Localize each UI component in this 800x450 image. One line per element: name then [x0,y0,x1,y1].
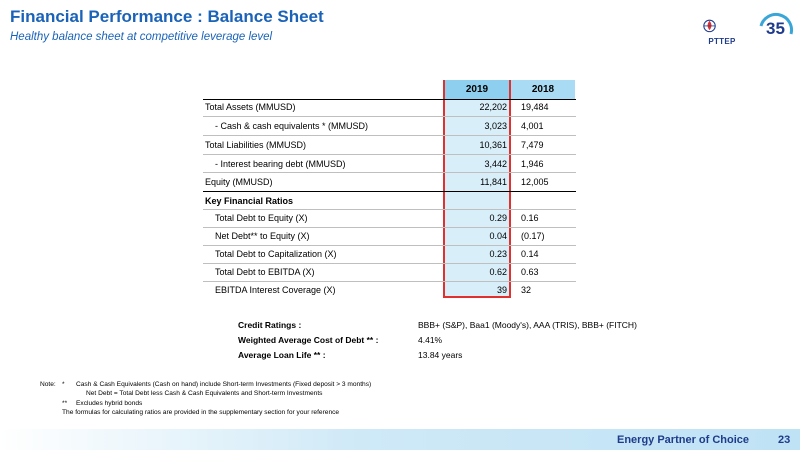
row-value-2019: 0.29 [489,213,507,223]
loan-life-label: Average Loan Life ** : [238,350,326,360]
table-row: Total Debt to EBITDA (X) 0.62 0.63 [203,263,576,281]
table-row: Equity (MMUSD) 11,841 12,005 [203,173,576,191]
row-value-2018: 32 [521,285,532,295]
footnote-text: Cash & Cash Equivalents (Cash on hand) i… [76,381,372,388]
row-label: Total Debt to Capitalization (X) [215,249,337,259]
row-divider [203,281,576,282]
svg-text:35: 35 [766,19,785,38]
table-row: - Cash & cash equivalents * (MMUSD) 3,02… [203,117,576,135]
row-label: EBITDA Interest Coverage (X) [215,285,336,295]
row-value-2019: 0.62 [489,267,507,277]
footnote-text: Net Debt = Total Debt less Cash & Cash E… [86,390,323,398]
row-divider [203,172,576,173]
loan-life-value: 13.84 years [418,350,463,360]
row-divider [203,154,576,155]
row-value-2019: 10,361 [479,140,507,150]
table-top-rule [203,99,576,100]
table-row: Total Assets (MMUSD) 22,202 19,484 [203,98,576,116]
ratios-heading: Key Financial Ratios [205,196,294,206]
anniversary-35-icon: 35 [759,13,794,38]
row-value-2018: 12,005 [521,177,549,187]
pttep-logo-icon [703,19,716,33]
table-row: Total Debt to Capitalization (X) 0.23 0.… [203,245,576,263]
footnote-text: Excludes hybrid bonds [76,399,143,407]
column-header-2018: 2018 [511,80,575,99]
row-value-2019: 3,023 [484,121,507,131]
row-value-2018: 0.14 [521,249,539,259]
row-value-2019: 0.04 [489,231,507,241]
row-divider [203,227,576,228]
row-label: Total Assets (MMUSD) [205,102,296,112]
page-number: 23 [778,434,791,446]
row-value-2019: 22,202 [479,102,507,112]
row-value-2018: 0.63 [521,267,539,277]
row-divider [203,245,576,246]
footer-bar [0,429,800,450]
ratios-heading-row: Key Financial Ratios [203,192,576,210]
row-value-2018: 19,484 [521,102,549,112]
row-value-2018: 7,479 [521,140,544,150]
footer-tagline: Energy Partner of Choice [617,434,750,446]
row-label: Equity (MMUSD) [205,177,273,187]
row-label: Total Liabilities (MMUSD) [205,140,307,150]
row-value-2019: 11,841 [480,177,507,187]
row-label: - Interest bearing debt (MMUSD) [215,159,346,169]
footnote-mark: ** [62,399,68,407]
row-value-2019: 39 [496,285,507,295]
footnote-mark: * [62,381,65,388]
logo-text: PTTEP [708,37,736,46]
footnote-text: The formulas for calculating ratios are … [62,409,340,417]
row-value-2019: 3,442 [484,159,507,169]
row-value-2018: 1,946 [521,159,544,169]
table-row: - Interest bearing debt (MMUSD) 3,442 1,… [203,155,576,173]
row-label: Total Debt to EBITDA (X) [215,267,315,277]
table-row: Total Debt to Equity (X) 0.29 0.16 [203,209,576,227]
row-label: Net Debt** to Equity (X) [215,231,310,241]
cost-of-debt-value: 4.41% [418,335,443,345]
table-row: Total Liabilities (MMUSD) 10,361 7,479 [203,136,576,154]
row-value-2018: (0.17) [521,231,545,241]
section-divider [203,191,576,192]
row-divider [203,209,576,210]
row-label: Total Debt to Equity (X) [215,213,308,223]
page-title: Financial Performance : Balance Sheet [10,7,324,26]
table-row: Net Debt** to Equity (X) 0.04 (0.17) [203,227,576,245]
table-row: EBITDA Interest Coverage (X) 39 32 [203,281,576,299]
row-value-2018: 0.16 [521,213,539,223]
page-subtitle: Healthy balance sheet at competitive lev… [10,31,273,43]
note-prefix: Note: [40,381,56,388]
row-divider [203,263,576,264]
credit-ratings-label: Credit Ratings : [238,320,302,330]
row-divider [203,116,576,117]
row-divider [203,135,576,136]
row-value-2019: 0.23 [489,249,507,259]
column-header-2019: 2019 [445,80,509,99]
row-label: - Cash & cash equivalents * (MMUSD) [215,121,369,131]
cost-of-debt-label: Weighted Average Cost of Debt ** : [238,335,379,345]
credit-ratings-value: BBB+ (S&P), Baa1 (Moody's), AAA (TRIS), … [418,320,637,330]
row-value-2018: 4,001 [521,121,544,131]
